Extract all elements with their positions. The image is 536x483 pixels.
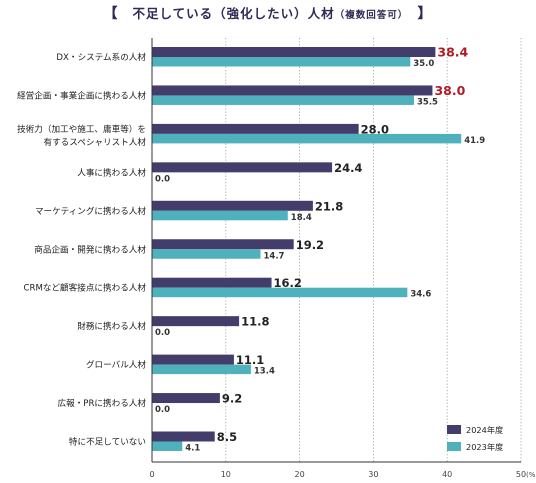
bar-2023 xyxy=(152,95,414,105)
x-tick-label: 30 xyxy=(368,470,378,479)
bar-2024 xyxy=(152,393,220,404)
bar-2023 xyxy=(152,441,183,451)
value-label-2023: 35.0 xyxy=(413,59,434,69)
bar-2023 xyxy=(152,364,251,375)
value-label-2024: 16.2 xyxy=(274,276,302,290)
category-label-line: 技術力（加工や施工、庸車等）を xyxy=(17,123,146,135)
category-label: 財務に携わる人材 xyxy=(77,320,146,332)
value-label-2024: 38.4 xyxy=(437,45,468,60)
legend-label: 2024年度 xyxy=(466,425,503,435)
bar-2024 xyxy=(152,354,234,365)
category-label: 広報・PRに携わる人材 xyxy=(58,397,147,409)
bar-2023 xyxy=(152,249,261,259)
bars xyxy=(152,47,462,451)
value-label-2023: 13.4 xyxy=(254,367,275,377)
legend-swatch xyxy=(447,425,461,434)
legend: 2024年度 2023年度 xyxy=(447,425,503,452)
x-tick-label: 0 xyxy=(149,470,154,479)
bar-2023 xyxy=(152,210,288,221)
value-label-2023: 0.0 xyxy=(155,174,170,184)
value-label-2024: 9.2 xyxy=(222,392,242,406)
x-tick-label: 50 xyxy=(516,470,526,479)
category-label-line: 有するスペシャリスト人材 xyxy=(43,136,146,148)
value-label-2023: 35.5 xyxy=(417,97,438,107)
value-label-2023: 18.4 xyxy=(291,213,312,223)
value-label-2024: 38.0 xyxy=(434,83,465,98)
value-label-2023: 14.7 xyxy=(263,251,284,261)
category-label: マーケティングに携わる人材 xyxy=(35,205,146,217)
bar-2024 xyxy=(152,316,240,327)
bar-2023 xyxy=(152,57,411,67)
value-label-2024: 11.8 xyxy=(241,315,269,329)
value-label-2023: 41.9 xyxy=(464,136,485,146)
x-tick-label: 10 xyxy=(221,470,231,479)
x-axis: 0 10 20 30 40 50(%) xyxy=(149,38,536,479)
value-label-2023: 0.0 xyxy=(155,328,170,338)
category-label: 特に不足していない xyxy=(69,436,146,448)
bar-2024 xyxy=(152,431,215,442)
value-label-2024: 28.0 xyxy=(361,122,389,136)
value-labels: 38.435.0 38.035.5 28.0 41.9 24.4 0.0 21.818.4 1… xyxy=(155,45,485,454)
bar-2023 xyxy=(152,133,462,144)
value-label-2024: 21.8 xyxy=(315,199,343,213)
value-label-2024: 24.4 xyxy=(334,161,362,175)
bar-2024 xyxy=(152,239,294,250)
bar-2024 xyxy=(152,47,436,57)
title-bracket-close: 】 xyxy=(417,6,433,22)
bar-2024 xyxy=(152,200,313,211)
title-bracket-open: 【 xyxy=(103,6,119,22)
category-label: 商品企画・開発に携わる人材 xyxy=(34,243,146,255)
category-label: 人事に携わる人材 xyxy=(77,166,146,178)
x-tick-label: 40 xyxy=(442,470,452,479)
x-unit-label: (%) xyxy=(526,471,536,479)
bar-2023 xyxy=(152,287,408,298)
category-label: DX・システム系の人材 xyxy=(56,51,146,63)
title-subtitle: （複数回答可） xyxy=(334,10,404,21)
bar-2024 xyxy=(152,162,333,173)
value-label-2023: 34.6 xyxy=(410,290,431,300)
value-label-2024: 8.5 xyxy=(217,430,237,444)
legend-label: 2023年度 xyxy=(466,442,503,452)
value-label-2023: 4.1 xyxy=(185,444,200,454)
category-label: 技術力（加工や施工、庸車等）を有するスペシャリスト人材 xyxy=(17,123,146,148)
legend-swatch xyxy=(447,442,461,451)
x-tick-label: 20 xyxy=(295,470,305,479)
category-labels: DX・システム系の人材経営企画・事業企画に携わる人材技術力（加工や施工、庸車等）… xyxy=(17,51,146,448)
category-label: CRMなど顧客接点に携わる人材 xyxy=(23,282,146,294)
value-label-2023: 0.0 xyxy=(155,405,170,415)
value-label-2024: 11.1 xyxy=(236,353,264,367)
bar-2024 xyxy=(152,123,359,134)
title-text: 不足している（強化したい）人材 xyxy=(132,6,335,21)
category-label: 経営企画・事業企画に携わる人材 xyxy=(17,89,146,101)
bar-2024 xyxy=(152,277,272,288)
chart-title: 【不足している（強化したい）人材（複数回答可） 】 xyxy=(0,3,536,23)
category-label: グローバル人材 xyxy=(86,359,146,371)
bar-2024 xyxy=(152,85,433,96)
value-label-2024: 19.2 xyxy=(296,238,324,252)
